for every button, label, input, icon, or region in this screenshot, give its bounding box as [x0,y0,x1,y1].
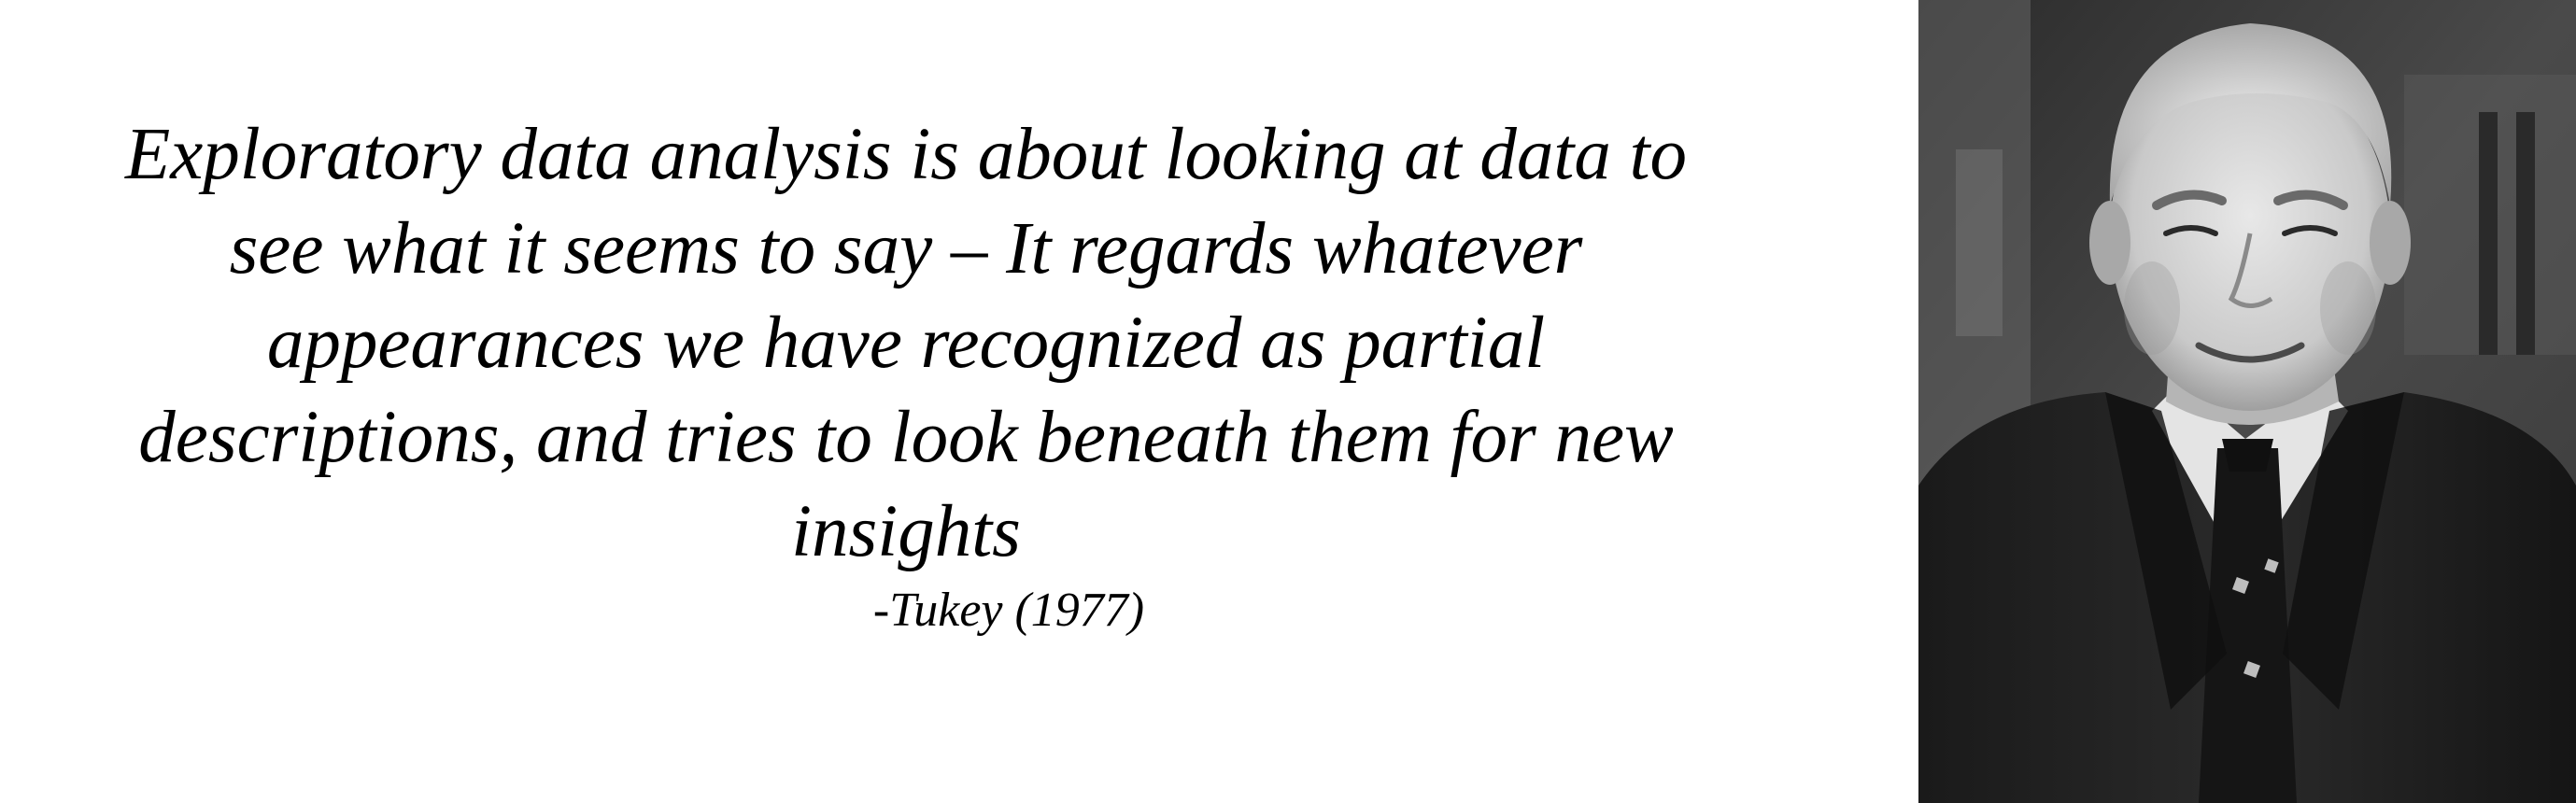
portrait-illustration [1918,0,2576,803]
quote-line-3: appearances we have recognized as partia… [266,303,1546,384]
portrait-photo [1918,0,2576,803]
quote-line-1: Exploratory data analysis is about looki… [124,114,1688,195]
quote-attribution: -Tukey (1977) [872,584,1145,637]
quote-line-5: insights [791,491,1021,572]
quote-text: Exploratory data analysis is about looki… [19,107,1793,579]
quote-line-4: descriptions, and tries to look beneath … [138,397,1674,478]
quote-line-2: see what it seems to say – It regards wh… [229,208,1583,289]
